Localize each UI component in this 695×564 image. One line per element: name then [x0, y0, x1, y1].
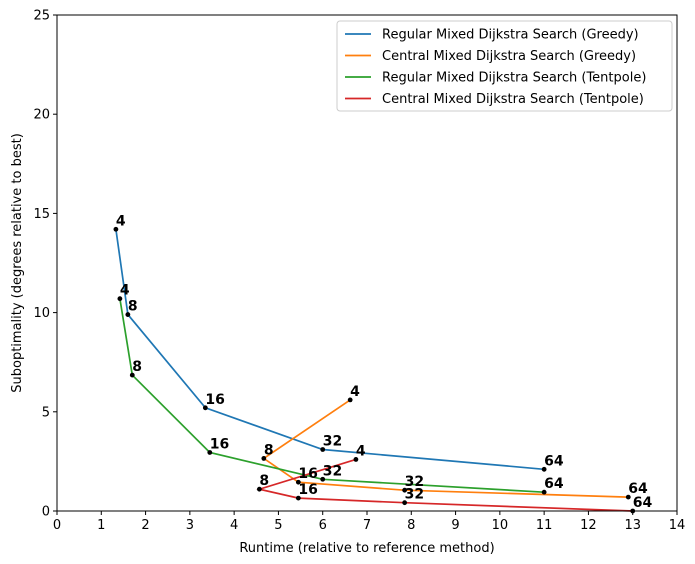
x-tick-label: 3 — [186, 518, 194, 533]
x-tick-label: 12 — [580, 518, 597, 533]
data-point — [320, 447, 326, 452]
point-label: 16 — [210, 436, 229, 452]
point-label: 8 — [132, 359, 142, 375]
point-label: 4 — [356, 443, 366, 459]
data-point — [347, 397, 353, 403]
point-label: 8 — [128, 299, 138, 315]
point-label: 32 — [405, 474, 424, 490]
y-axis-ticks: 0 5 10 15 20 25 — [33, 9, 57, 520]
point-label: 8 — [264, 442, 274, 458]
y-axis-label: Suboptimality (degrees relative to best) — [10, 133, 25, 393]
data-point — [113, 226, 119, 232]
point-label: 64 — [544, 476, 564, 492]
point-label: 4 — [350, 384, 360, 400]
data-point — [541, 466, 547, 472]
data-point — [202, 405, 208, 411]
legend-entry: Central Mixed Dijkstra Search (Tentpole) — [382, 92, 644, 107]
legend-box — [336, 20, 673, 112]
x-tick-label: 11 — [536, 518, 553, 533]
data-point — [625, 494, 631, 500]
x-tick-label: 2 — [141, 518, 149, 533]
x-tick-label: 14 — [669, 518, 686, 533]
y-tick-label: 5 — [42, 405, 50, 420]
point-label: 32 — [323, 433, 342, 449]
data-point — [261, 456, 267, 461]
data-point — [402, 487, 408, 493]
data-point — [353, 457, 359, 462]
legend-entry: Central Mixed Dijkstra Search (Greedy) — [382, 49, 636, 64]
data-point — [541, 489, 547, 495]
data-point — [256, 486, 262, 492]
point-label: 64 — [544, 453, 564, 469]
y-tick-label: 20 — [33, 108, 50, 123]
x-tick-label: 8 — [407, 518, 415, 533]
x-tick-label: 13 — [624, 518, 641, 533]
y-tick-label: 15 — [33, 207, 50, 222]
x-tick-label: 1 — [97, 518, 105, 533]
data-point — [129, 372, 135, 378]
y-tick-label: 25 — [33, 9, 50, 24]
legend-entry: Regular Mixed Dijkstra Search (Greedy) — [382, 28, 639, 43]
x-axis-ticks: 0 1 2 3 4 5 6 7 8 9 10 11 12 13 14 — [53, 511, 685, 533]
point-label: 64 — [633, 495, 653, 511]
x-tick-label: 6 — [319, 518, 327, 533]
x-axis-label: Runtime (relative to reference method) — [239, 541, 494, 556]
data-point — [125, 312, 131, 317]
x-tick-label: 0 — [53, 518, 61, 533]
data-point — [117, 296, 123, 302]
data-point — [295, 479, 301, 485]
data-point — [402, 500, 408, 506]
y-tick-label: 0 — [42, 505, 50, 520]
point-label: 64 — [628, 481, 648, 497]
x-tick-label: 7 — [363, 518, 371, 533]
point-label: 8 — [259, 473, 269, 489]
y-tick-label: 10 — [33, 306, 50, 321]
legend: Regular Mixed Dijkstra Search (Greedy) Ce… — [336, 20, 673, 112]
legend-entry: Regular Mixed Dijkstra Search (Tentpole) — [382, 71, 646, 86]
x-tick-label: 4 — [230, 518, 238, 533]
x-tick-label: 9 — [451, 518, 459, 533]
point-label: 16 — [298, 482, 317, 498]
point-label: 16 — [205, 392, 224, 408]
data-point — [207, 450, 213, 455]
point-label: 32 — [323, 463, 342, 479]
plot-points — [113, 226, 636, 514]
data-point — [320, 476, 326, 482]
x-tick-label: 10 — [492, 518, 509, 533]
data-point — [295, 495, 301, 501]
point-label: 16 — [298, 466, 317, 482]
x-tick-label: 5 — [274, 518, 282, 533]
point-label: 4 — [116, 213, 126, 229]
point-label: 4 — [120, 283, 130, 299]
point-label: 32 — [405, 487, 424, 503]
